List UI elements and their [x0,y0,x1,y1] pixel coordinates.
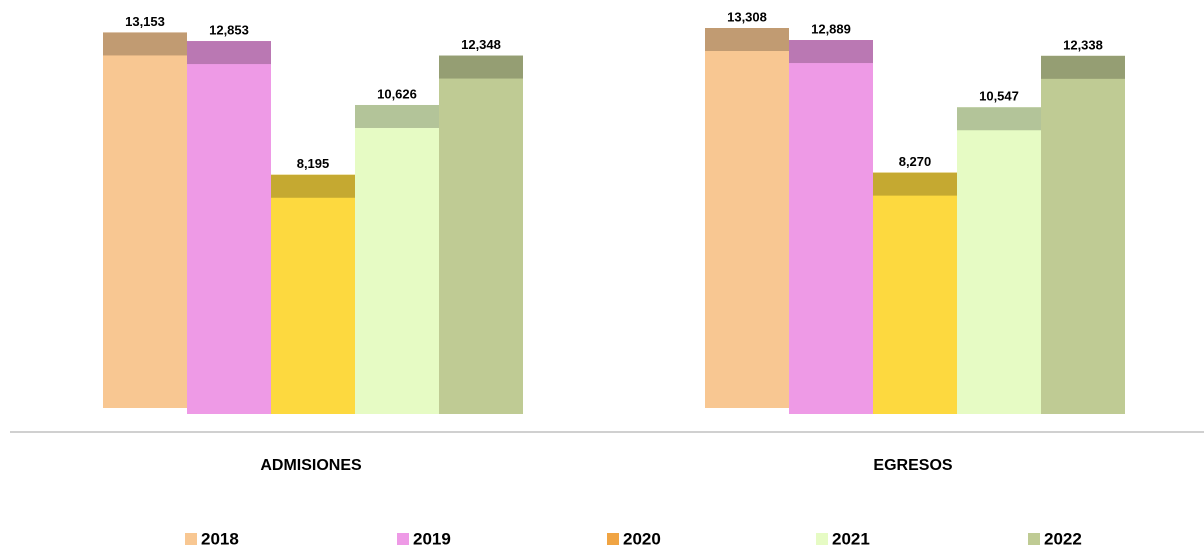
bar-top [873,172,957,196]
bar-top [957,107,1041,131]
value-label: 12,853 [209,22,249,37]
legend-label: 2020 [623,529,661,548]
bar [789,40,873,415]
legend-swatch [1028,533,1040,545]
value-label: 8,195 [297,156,330,171]
bar [957,107,1041,414]
legend-label: 2021 [832,529,870,548]
value-label: 12,338 [1063,37,1103,52]
value-label: 10,547 [979,89,1019,104]
value-label: 8,270 [899,154,932,169]
bar [873,172,957,414]
bar [1041,55,1125,414]
bar [103,32,187,408]
bar-top [103,32,187,56]
bar-top [1041,55,1125,79]
legend-swatch [816,533,828,545]
bar-top [187,41,271,65]
legend-swatch [607,533,619,545]
value-label: 10,626 [377,86,417,101]
value-label: 12,889 [811,21,851,36]
legend-label: 2019 [413,529,451,548]
bar-top [439,55,523,79]
legend-label: 2022 [1044,529,1082,548]
legend-swatch [185,533,197,545]
value-label: 13,153 [125,14,165,29]
bar-top [355,104,439,128]
value-label: 13,308 [727,9,767,24]
bar-top [271,174,355,198]
bar [271,174,355,414]
category-label: ADMISIONES [260,457,362,474]
value-label: 12,348 [461,37,501,52]
bar [705,28,789,408]
legend-swatch [397,533,409,545]
bar [187,41,271,414]
bar-top [789,40,873,64]
bar [439,55,523,414]
bar-top [705,28,789,51]
bar [355,104,439,415]
legend-label: 2018 [201,529,239,548]
category-label: EGRESOS [873,457,952,474]
